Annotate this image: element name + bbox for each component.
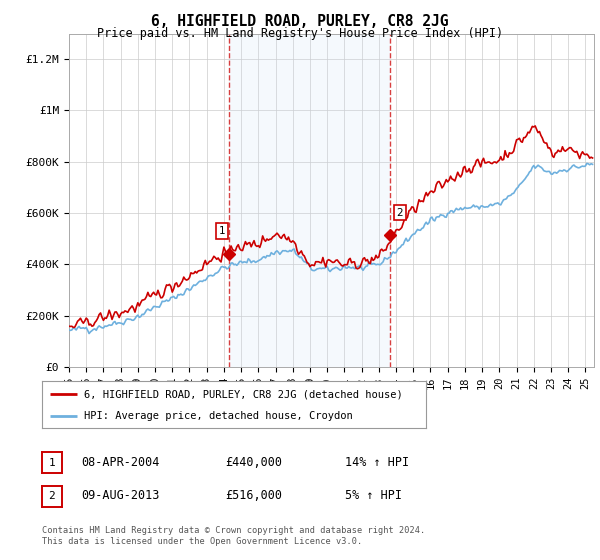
- Text: HPI: Average price, detached house, Croydon: HPI: Average price, detached house, Croy…: [84, 410, 353, 421]
- Bar: [229, 34, 389, 367]
- Text: 5% ↑ HPI: 5% ↑ HPI: [345, 489, 402, 502]
- Text: Price paid vs. HM Land Registry's House Price Index (HPI): Price paid vs. HM Land Registry's House …: [97, 27, 503, 40]
- Text: 08-APR-2004: 08-APR-2004: [81, 455, 160, 469]
- Text: Contains HM Land Registry data © Crown copyright and database right 2024.
This d: Contains HM Land Registry data © Crown c…: [42, 526, 425, 546]
- Text: 2: 2: [397, 208, 403, 218]
- Text: 6, HIGHFIELD ROAD, PURLEY, CR8 2JG (detached house): 6, HIGHFIELD ROAD, PURLEY, CR8 2JG (deta…: [84, 389, 403, 399]
- Text: £440,000: £440,000: [225, 455, 282, 469]
- Text: 6, HIGHFIELD ROAD, PURLEY, CR8 2JG: 6, HIGHFIELD ROAD, PURLEY, CR8 2JG: [151, 14, 449, 29]
- Text: 09-AUG-2013: 09-AUG-2013: [81, 489, 160, 502]
- Text: 1: 1: [49, 458, 55, 468]
- Text: 1: 1: [218, 226, 225, 236]
- Text: £516,000: £516,000: [225, 489, 282, 502]
- Text: 14% ↑ HPI: 14% ↑ HPI: [345, 455, 409, 469]
- Text: 2: 2: [49, 491, 55, 501]
